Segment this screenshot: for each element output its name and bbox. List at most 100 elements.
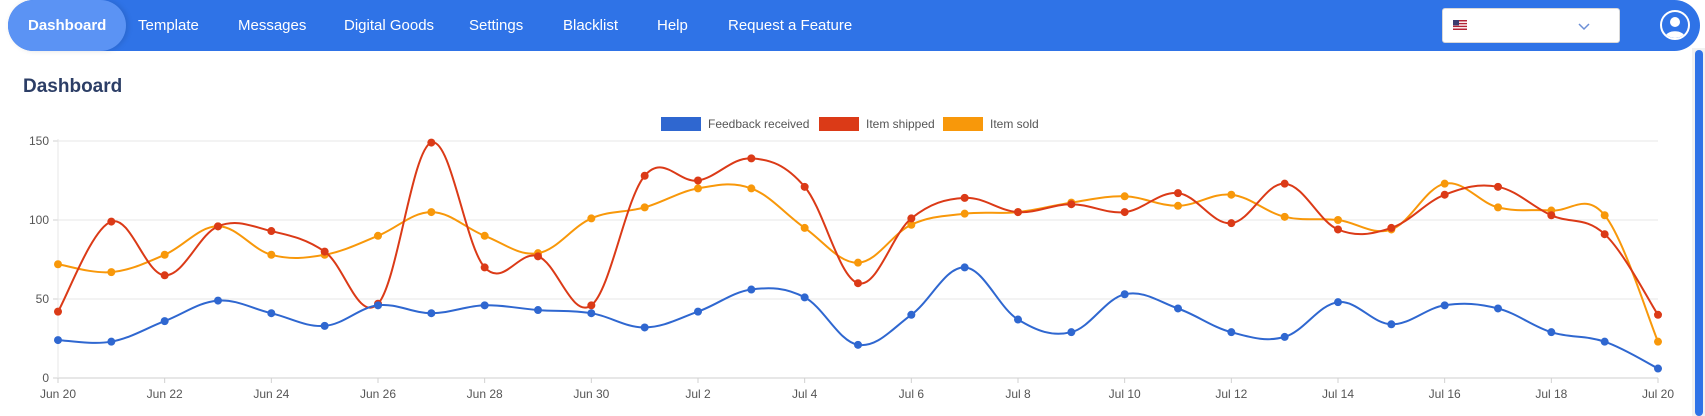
data-point bbox=[54, 336, 62, 345]
series-line bbox=[57, 182, 1659, 343]
data-point bbox=[54, 307, 62, 316]
data-point bbox=[960, 263, 969, 272]
data-point bbox=[1120, 208, 1129, 217]
data-point bbox=[1654, 364, 1662, 373]
data-point bbox=[1387, 320, 1396, 329]
legend-swatch bbox=[819, 117, 859, 131]
data-point bbox=[587, 309, 596, 318]
us-flag-icon bbox=[1453, 20, 1467, 30]
data-point bbox=[907, 220, 916, 229]
data-point bbox=[107, 217, 116, 226]
data-point bbox=[1174, 304, 1182, 313]
data-point bbox=[374, 299, 382, 308]
data-point bbox=[374, 231, 382, 240]
nav-messages[interactable]: Messages bbox=[238, 17, 307, 34]
language-select[interactable] bbox=[1442, 8, 1620, 43]
y-axis-ticks: 0 50 100 150 bbox=[29, 134, 49, 385]
x-tick-label: Jul 10 bbox=[1109, 387, 1141, 401]
x-tick-label: Jul 14 bbox=[1322, 387, 1354, 401]
data-point bbox=[1387, 223, 1396, 232]
data-point bbox=[1387, 225, 1396, 234]
legend-label: Item sold bbox=[990, 117, 1039, 131]
data-point bbox=[320, 250, 329, 259]
x-tick-label: Jun 30 bbox=[573, 387, 609, 401]
chart-legend: Feedback received Item shipped Item sold bbox=[661, 117, 1039, 131]
data-point bbox=[320, 321, 329, 330]
legend-swatch bbox=[661, 117, 701, 131]
data-point bbox=[320, 247, 329, 256]
data-point bbox=[747, 285, 756, 294]
x-tick-label: Jul 20 bbox=[1642, 387, 1674, 401]
data-point bbox=[1120, 290, 1129, 299]
data-point bbox=[1227, 190, 1236, 199]
user-avatar-icon[interactable] bbox=[1660, 10, 1690, 40]
data-point bbox=[214, 222, 222, 231]
data-point bbox=[907, 214, 916, 223]
data-point bbox=[694, 176, 702, 185]
data-point bbox=[1547, 206, 1556, 215]
data-point bbox=[267, 309, 276, 318]
x-tick-label: Jul 4 bbox=[792, 387, 818, 401]
data-point bbox=[427, 138, 436, 147]
x-tick-label: Jul 8 bbox=[1005, 387, 1031, 401]
data-point bbox=[640, 323, 649, 332]
y-tick-label: 50 bbox=[36, 292, 50, 306]
data-point bbox=[1440, 179, 1449, 188]
nav-help[interactable]: Help bbox=[657, 17, 688, 34]
data-point bbox=[267, 250, 276, 259]
data-point bbox=[960, 209, 969, 218]
data-point bbox=[480, 263, 489, 272]
data-point bbox=[1334, 298, 1342, 307]
data-point bbox=[480, 301, 489, 310]
nav-dashboard[interactable]: Dashboard bbox=[8, 0, 127, 51]
x-tick-label: Jun 22 bbox=[147, 387, 183, 401]
data-point bbox=[534, 306, 542, 315]
data-point bbox=[160, 250, 169, 259]
data-point bbox=[1494, 203, 1502, 212]
data-point bbox=[1280, 332, 1289, 341]
x-tick-label: Jun 20 bbox=[40, 387, 76, 401]
x-axis-ticks: Jun 20 Jun 22 Jun 24 Jun 26 Jun 28 Jun 30 Jul … bbox=[40, 387, 1674, 401]
data-point bbox=[1014, 208, 1022, 217]
data-point bbox=[747, 184, 756, 193]
data-point bbox=[854, 258, 862, 267]
nav-settings[interactable]: Settings bbox=[469, 17, 524, 34]
x-tick-label: Jun 24 bbox=[253, 387, 289, 401]
x-tick-label: Jul 16 bbox=[1429, 387, 1461, 401]
data-point bbox=[1547, 328, 1556, 337]
data-point bbox=[54, 260, 62, 269]
user-icon bbox=[1665, 17, 1685, 38]
nav-digital-goods[interactable]: Digital Goods bbox=[344, 17, 435, 34]
nav-blacklist[interactable]: Blacklist bbox=[563, 17, 619, 34]
data-point bbox=[854, 279, 862, 288]
data-point bbox=[800, 223, 809, 232]
series-item-shipped bbox=[54, 138, 1662, 319]
data-point bbox=[587, 214, 596, 223]
data-point bbox=[1494, 182, 1502, 191]
chart-series bbox=[54, 138, 1662, 373]
page-title: Dashboard bbox=[23, 76, 123, 97]
data-point bbox=[960, 193, 969, 202]
data-point bbox=[214, 222, 222, 231]
nav-template[interactable]: Template bbox=[138, 17, 199, 34]
data-point bbox=[160, 271, 169, 280]
x-tick-label: Jul 2 bbox=[685, 387, 711, 401]
data-point bbox=[1334, 216, 1342, 224]
data-point bbox=[1014, 208, 1022, 217]
data-point bbox=[1067, 198, 1076, 207]
data-point bbox=[160, 317, 169, 326]
data-point bbox=[374, 301, 382, 310]
nav-request-feature[interactable]: Request a Feature bbox=[728, 17, 853, 34]
scrollbar-thumb[interactable] bbox=[1695, 50, 1703, 416]
data-point bbox=[1227, 328, 1236, 337]
data-point bbox=[1654, 337, 1662, 346]
data-point bbox=[1440, 301, 1449, 310]
series-line bbox=[57, 266, 1659, 370]
data-point bbox=[907, 310, 916, 319]
data-point bbox=[587, 301, 596, 310]
data-point bbox=[534, 249, 542, 258]
data-point bbox=[640, 171, 649, 180]
data-point bbox=[747, 154, 756, 163]
data-point bbox=[1067, 328, 1076, 337]
chevron-down-icon bbox=[1578, 23, 1590, 31]
